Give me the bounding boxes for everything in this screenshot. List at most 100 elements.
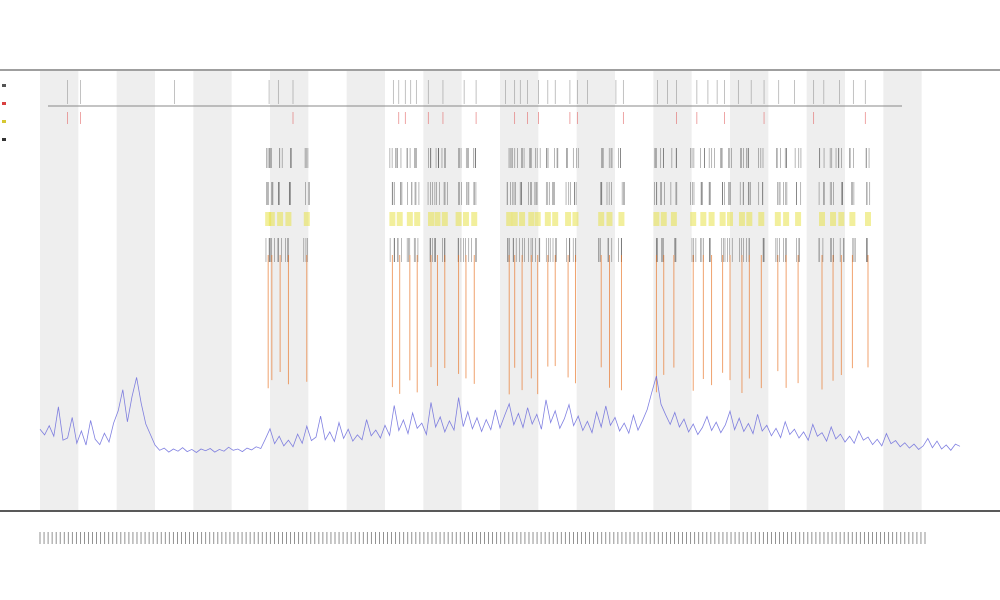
highlight-mark	[519, 212, 526, 226]
x-tick-label	[742, 532, 744, 544]
legend-swatch	[2, 84, 6, 87]
x-tick-label	[237, 532, 239, 544]
shaded-band	[116, 71, 155, 510]
x-tick-label	[379, 532, 380, 544]
x-tick-label	[282, 532, 283, 544]
x-tick-label	[686, 532, 687, 544]
x-tick-label	[375, 532, 376, 544]
x-tick-label	[366, 532, 368, 544]
shaded-band	[193, 71, 232, 510]
x-tick-label	[383, 532, 384, 544]
x-tick-label	[819, 532, 821, 544]
x-tick-label	[387, 532, 388, 544]
x-tick-label	[528, 532, 530, 544]
x-tick-label	[476, 532, 477, 544]
x-tick-label	[189, 532, 190, 544]
x-tick-label	[318, 532, 320, 544]
x-tick-label	[605, 532, 607, 544]
x-tick-label	[439, 532, 441, 544]
x-tick-label	[120, 532, 122, 544]
x-tick-label	[112, 532, 114, 544]
legend-entry	[2, 102, 6, 105]
highlight-mark	[528, 212, 535, 226]
x-tick-label	[354, 532, 356, 544]
x-tick-label	[678, 532, 679, 544]
highlight-mark	[830, 212, 837, 226]
x-tick-label	[278, 532, 279, 544]
x-tick-label	[835, 532, 837, 544]
x-tick-label	[455, 532, 457, 544]
x-tick-label	[698, 532, 700, 544]
x-tick-label	[653, 532, 655, 544]
x-tick-label	[920, 532, 922, 544]
x-tick-label	[88, 532, 89, 544]
x-tick-label	[791, 532, 793, 544]
x-tick-label	[257, 532, 259, 544]
x-tick-label	[552, 532, 554, 544]
x-tick-label	[718, 532, 720, 544]
x-tick-label	[269, 532, 271, 544]
x-tick-label	[726, 532, 728, 544]
x-tick-label	[706, 532, 708, 544]
highlight-mark	[865, 212, 871, 226]
x-tick-label	[536, 532, 538, 544]
x-tick-label	[564, 532, 566, 544]
x-tick-label	[80, 532, 81, 544]
x-tick-label	[443, 532, 445, 544]
x-tick-label	[96, 532, 97, 544]
x-tick-label	[197, 532, 199, 544]
x-tick-label	[43, 532, 45, 544]
highlight-mark	[660, 212, 667, 226]
x-tick-label	[771, 532, 772, 544]
highlight-mark	[838, 212, 845, 226]
x-tick-label	[722, 532, 724, 544]
x-tick-label	[754, 532, 756, 544]
highlight-mark	[462, 212, 469, 226]
shaded-band	[500, 71, 539, 510]
highlight-mark	[758, 212, 765, 226]
x-tick-label	[900, 532, 902, 544]
x-tick-label	[787, 532, 789, 544]
x-tick-label	[415, 532, 417, 544]
x-tick-label	[193, 532, 194, 544]
shaded-band	[423, 71, 462, 510]
x-tick-label	[144, 532, 146, 544]
x-tick-label	[629, 532, 631, 544]
x-tick-label	[872, 532, 873, 544]
x-tick-label	[645, 532, 647, 544]
legend	[2, 84, 6, 141]
x-tick-label	[172, 532, 174, 544]
x-tick-label	[674, 532, 675, 544]
x-tick-label	[847, 532, 849, 544]
x-tick-label	[419, 532, 421, 544]
x-tick-label	[884, 532, 885, 544]
highlight-mark	[819, 212, 825, 226]
highlight-mark	[428, 212, 434, 226]
x-tick-label	[411, 532, 413, 544]
shaded-band	[576, 71, 615, 510]
x-tick-label	[807, 532, 809, 544]
x-tick-label	[843, 532, 845, 544]
x-tick-label	[831, 532, 833, 544]
x-tick-label	[924, 532, 926, 544]
x-tick-label	[888, 532, 890, 544]
highlight-mark	[544, 212, 551, 226]
x-tick-label	[108, 532, 110, 544]
x-tick-label	[181, 532, 182, 544]
highlight-mark	[708, 212, 715, 226]
x-tick-label	[512, 532, 514, 544]
x-tick-label	[637, 532, 639, 544]
x-tick-label	[459, 532, 461, 544]
x-tick-label	[690, 532, 692, 544]
shaded-band	[270, 71, 309, 510]
x-tick-label	[152, 532, 154, 544]
x-tick-label	[585, 532, 586, 544]
highlight-mark	[277, 212, 284, 226]
x-tick-label	[694, 532, 696, 544]
x-tick-label	[492, 532, 494, 544]
x-tick-label	[225, 532, 227, 544]
x-tick-label	[524, 532, 526, 544]
x-tick-label	[399, 532, 401, 544]
x-tick-label	[880, 532, 881, 544]
